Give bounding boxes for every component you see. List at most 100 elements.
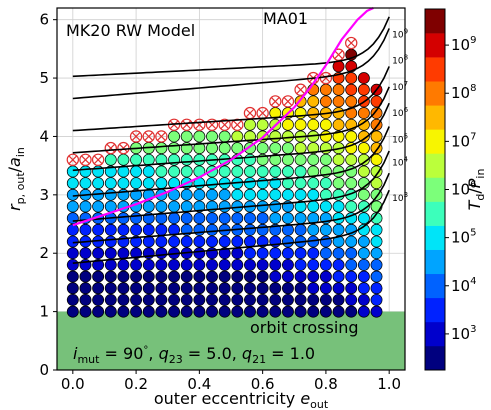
ma01-line — [72, 6, 374, 227]
data-point — [92, 293, 105, 306]
contour-label-exp: 7 — [404, 80, 408, 88]
data-point — [79, 305, 92, 318]
data-point — [294, 142, 307, 155]
data-point — [130, 153, 143, 166]
contour-line — [72, 172, 390, 244]
param-i-value: = 90 — [99, 344, 143, 363]
data-point — [332, 130, 345, 143]
data-point — [66, 235, 79, 248]
data-point — [357, 258, 370, 271]
y-axis-label-symbol: r — [5, 203, 24, 211]
data-point — [79, 165, 92, 178]
data-point — [244, 293, 256, 306]
data-point — [168, 165, 181, 178]
data-point — [269, 200, 282, 213]
data-point — [345, 293, 358, 306]
unstable-marker — [269, 95, 282, 108]
data-point — [104, 282, 117, 295]
data-point — [269, 142, 282, 155]
data-point — [168, 305, 181, 318]
data-point — [357, 212, 370, 225]
param-q21-value: = 1.0 — [266, 344, 315, 363]
unstable-marker — [193, 118, 206, 131]
data-point — [244, 130, 256, 143]
data-point — [92, 305, 105, 318]
data-point — [281, 305, 294, 318]
data-point — [294, 165, 307, 178]
colorbar-segment — [425, 345, 445, 371]
data-point — [345, 95, 358, 108]
data-point — [168, 130, 181, 143]
data-point — [370, 153, 383, 166]
contour-label: 105 — [392, 132, 408, 145]
colorbar-label-symbol: T — [465, 199, 484, 210]
data-point — [66, 165, 79, 178]
data-point — [168, 200, 181, 213]
data-point — [269, 247, 282, 260]
colorbar-tick-exp: 7 — [470, 131, 476, 142]
data-point — [218, 142, 231, 155]
data-point — [66, 247, 79, 260]
data-point — [206, 223, 218, 236]
colorbar-tick-base: 10 — [451, 36, 470, 54]
data-point — [357, 118, 370, 131]
data-point — [218, 293, 231, 306]
data-point — [269, 188, 282, 201]
unstable-marker — [294, 83, 307, 96]
y-tick-label: 5 — [39, 69, 49, 87]
data-point — [307, 293, 320, 306]
data-point — [319, 200, 332, 213]
data-point — [294, 212, 307, 225]
contour-label-exp: 8 — [404, 54, 408, 62]
y-axis-label-slash: / — [5, 166, 24, 172]
data-point — [206, 270, 218, 283]
data-point — [155, 282, 168, 295]
unstable-marker — [104, 141, 117, 155]
data-point — [281, 258, 294, 271]
data-point — [307, 142, 320, 155]
contour-label: 103 — [392, 191, 408, 204]
colorbar-segment — [425, 57, 445, 82]
data-point — [244, 282, 256, 295]
plot-frame — [56, 7, 406, 371]
colorbar-tick-exp: 6 — [470, 180, 476, 191]
data-point — [142, 258, 155, 271]
colorbar-segment — [425, 33, 445, 58]
data-point — [142, 223, 155, 236]
data-point — [332, 118, 345, 131]
colorbar-tick-exp: 5 — [470, 228, 476, 239]
data-point — [231, 235, 244, 248]
unstable-marker-stroke — [207, 120, 217, 129]
data-point — [244, 258, 256, 271]
data-point — [92, 258, 105, 271]
data-point — [168, 223, 181, 236]
y-tick-label: 0 — [39, 361, 49, 379]
colorbar-segment — [425, 297, 445, 323]
data-point — [231, 212, 244, 225]
contour-line — [72, 189, 390, 264]
data-point — [130, 282, 143, 295]
data-point — [218, 165, 231, 178]
unstable-marker — [79, 153, 92, 167]
data-point — [332, 270, 345, 283]
data-point — [117, 305, 130, 318]
data-point — [281, 235, 294, 248]
data-point — [357, 305, 370, 318]
data-point — [155, 305, 168, 318]
data-point — [332, 188, 345, 201]
data-point — [269, 165, 282, 178]
contour-label-exp: 4 — [404, 156, 409, 164]
data-point — [307, 282, 320, 295]
param-i: i — [73, 344, 78, 363]
y-axis-label: rp, out/ain — [5, 147, 27, 211]
data-point — [231, 282, 244, 295]
data-point — [281, 153, 294, 166]
data-point — [307, 95, 320, 108]
data-point — [193, 270, 206, 283]
data-point — [370, 107, 383, 120]
data-point — [256, 235, 269, 248]
data-point — [357, 72, 370, 85]
data-point — [142, 282, 155, 295]
data-point — [168, 212, 181, 225]
data-point — [244, 235, 256, 248]
